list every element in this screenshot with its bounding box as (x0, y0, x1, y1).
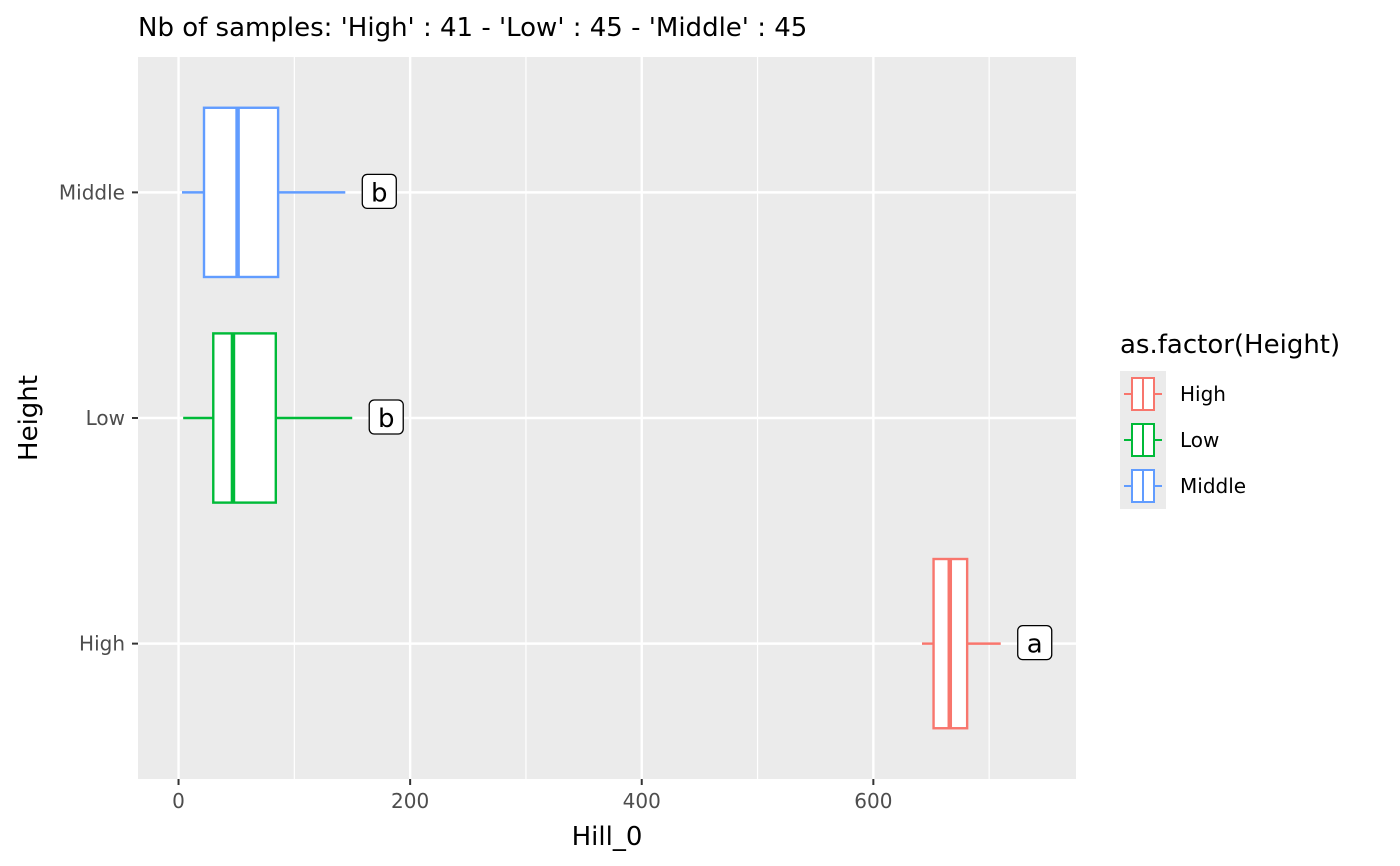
legend-label: High (1180, 382, 1226, 406)
box (202, 106, 280, 279)
x-tick-label: 400 (623, 789, 661, 813)
box (212, 332, 278, 504)
y-tick-label: Middle (59, 180, 125, 204)
y-axis-title: Height (14, 375, 44, 461)
letter-label-text: a (1027, 630, 1043, 660)
chart-title: Nb of samples: 'High' : 41 - 'Low' : 45 … (138, 13, 807, 43)
letter-label-box (361, 173, 397, 210)
boxplot-high (921, 557, 1001, 730)
letter-label-text: b (378, 404, 395, 434)
x-tick-label: 0 (172, 789, 185, 813)
legend-label: Low (1180, 428, 1219, 452)
boxplot-middle (182, 106, 346, 279)
legend-item-middle: Middle (1124, 469, 1246, 503)
letter-label-high: a (1017, 624, 1053, 661)
boxplots (182, 106, 1001, 730)
x-tick-label: 200 (391, 789, 429, 813)
letter-label-box (368, 399, 404, 435)
legend: as.factor(Height) High Low Middle (1120, 330, 1340, 509)
letter-label-middle: b (361, 173, 397, 210)
legend-item-high: High (1124, 377, 1226, 411)
y-tick-label: High (79, 632, 125, 656)
letter-label-text: b (371, 178, 388, 208)
x-tick-label: 600 (854, 789, 892, 813)
letter-labels: a b b (361, 173, 1053, 661)
boxplot-low (183, 332, 353, 504)
letter-label-low: b (368, 399, 404, 435)
legend-title: as.factor(Height) (1120, 330, 1340, 360)
letter-label-box (1017, 624, 1053, 661)
legend-label: Middle (1180, 474, 1246, 498)
axes: 0 200 400 600 High Low Middle (59, 180, 893, 813)
y-tick-label: Low (86, 406, 125, 430)
x-axis-title: Hill_0 (572, 822, 643, 852)
legend-item-low: Low (1124, 423, 1219, 457)
